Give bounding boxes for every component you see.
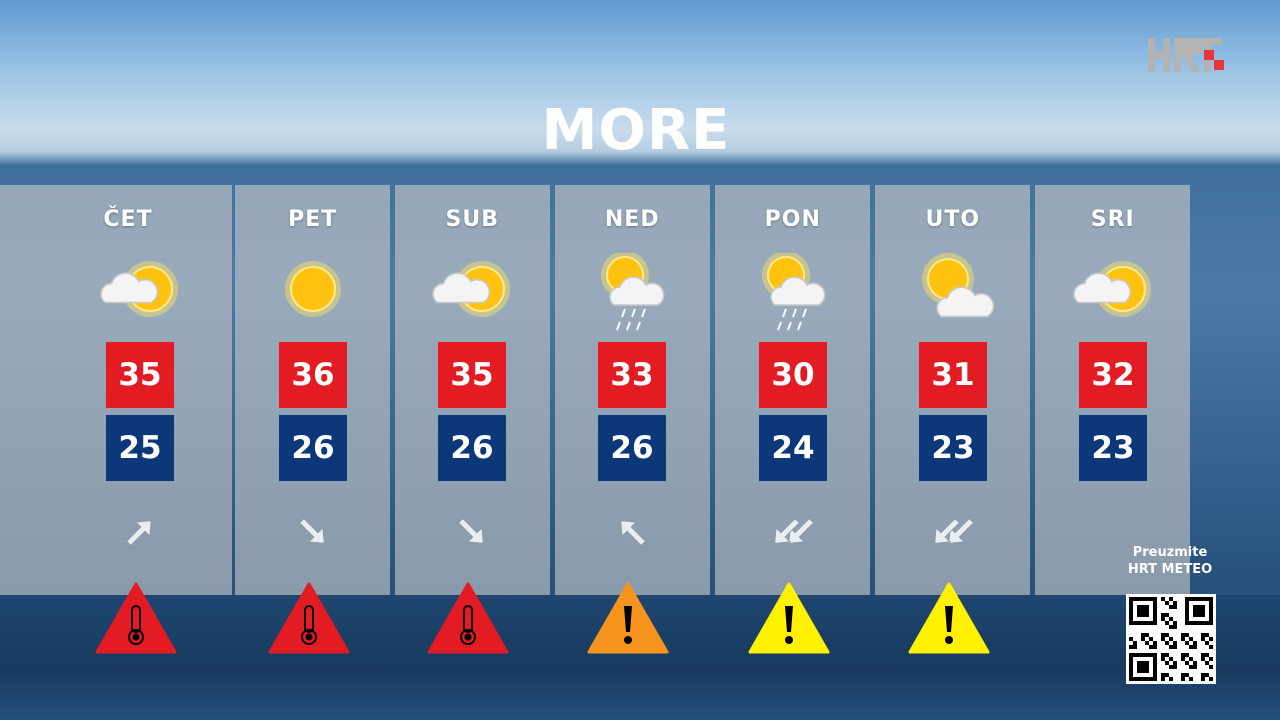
wind-arrow-icon [620, 520, 647, 547]
min-temperature: 26 [598, 415, 666, 481]
max-temperature: 32 [1079, 342, 1147, 408]
day-column: ČET 35 25 [0, 185, 232, 595]
day-label: ČET [103, 207, 153, 232]
max-temperature: 33 [598, 342, 666, 408]
heat-warning-icon [95, 582, 177, 654]
day-label: PON [764, 207, 821, 232]
min-temperature: 23 [919, 415, 987, 481]
warning-icon [748, 582, 830, 654]
day-column: SUB 35 26 [395, 185, 550, 595]
warning-icon [587, 582, 669, 654]
partly-cloudy-icon [1073, 261, 1151, 317]
day-column: PET 36 26 [235, 185, 390, 595]
qr-code[interactable] [1126, 594, 1216, 684]
max-temperature: 36 [279, 342, 347, 408]
warning-icon [908, 582, 990, 654]
hrt-logo [1148, 38, 1224, 72]
min-temperature: 25 [106, 415, 174, 481]
heat-warning-icon [268, 582, 350, 654]
wind-arrow-icon [457, 517, 484, 544]
max-temperature: 31 [919, 342, 987, 408]
sun-cloud-rain-icon [601, 253, 665, 331]
wind-arrow-icon [774, 517, 815, 544]
day-label: UTO [925, 207, 981, 232]
partly-cloudy-icon [100, 261, 178, 317]
promo-line2: HRT METEO [1127, 562, 1213, 577]
app-promo: Preuzmite HRT METEO [1110, 544, 1230, 578]
sun-cloud-rain-icon [762, 253, 826, 331]
wind-arrow-icon [934, 517, 975, 544]
day-column: PON 30 24 [715, 185, 870, 595]
min-temperature: 23 [1079, 415, 1147, 481]
day-column: SRI 32 23 [1035, 185, 1190, 595]
promo-line1: Preuzmite [1132, 545, 1208, 560]
day-label: SRI [1090, 207, 1135, 232]
sun-behind-cloud-icon [922, 253, 995, 318]
day-label: NED [604, 207, 660, 232]
max-temperature: 35 [106, 342, 174, 408]
min-temperature: 26 [438, 415, 506, 481]
page-title: MORE [541, 98, 731, 163]
partly-cloudy-icon [432, 261, 510, 317]
max-temperature: 35 [438, 342, 506, 408]
wind-arrow-icon [125, 520, 152, 547]
wind-arrow-icon [298, 517, 325, 544]
sunny-icon [285, 261, 341, 317]
max-temperature: 30 [759, 342, 827, 408]
min-temperature: 24 [759, 415, 827, 481]
day-column: NED 33 26 [555, 185, 710, 595]
day-label: SUB [445, 207, 499, 232]
heat-warning-icon [427, 582, 509, 654]
day-label: PET [288, 207, 338, 232]
min-temperature: 26 [279, 415, 347, 481]
day-column: UTO 31 23 [875, 185, 1030, 595]
